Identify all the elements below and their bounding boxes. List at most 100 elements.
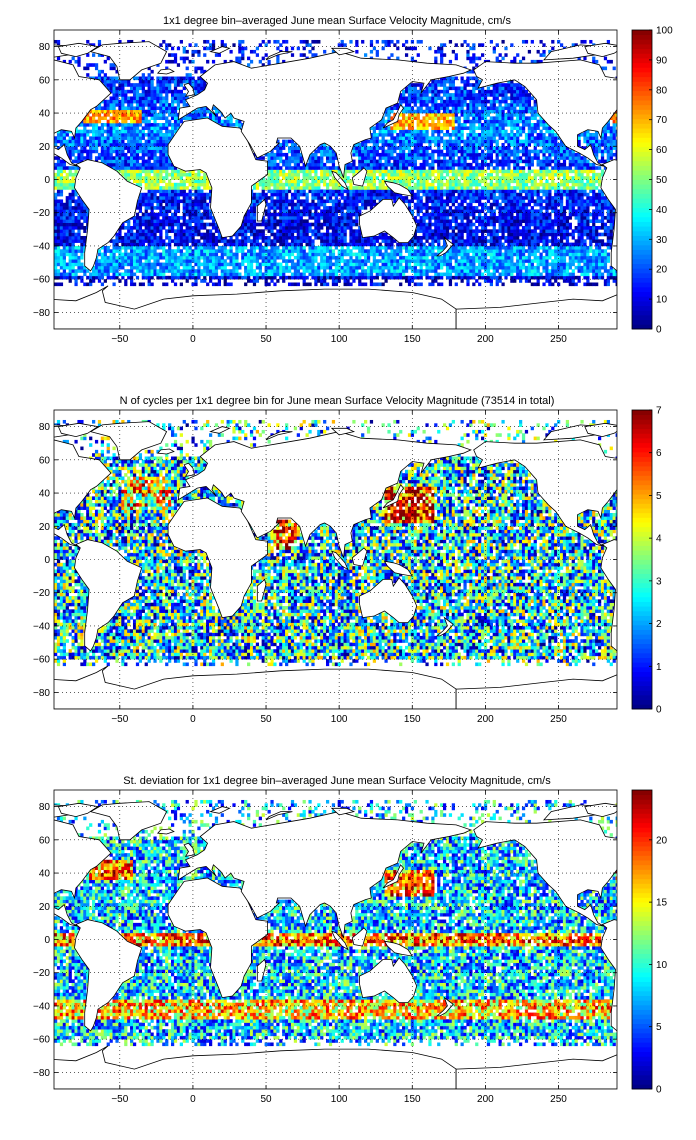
heatmap-cell xyxy=(571,235,575,240)
heatmap-cell xyxy=(492,272,496,277)
heatmap-cell xyxy=(156,262,160,267)
heatmap-cell xyxy=(425,232,429,237)
heatmap-cell xyxy=(147,262,151,267)
heatmap-cell xyxy=(241,232,245,237)
heatmap-cell xyxy=(314,282,318,287)
heatmap-cell xyxy=(331,189,336,194)
heatmap-cell xyxy=(138,239,143,243)
heatmap-cell xyxy=(396,176,400,180)
heatmap-cell xyxy=(83,229,87,233)
heatmap-cell xyxy=(296,272,300,277)
heatmap-cell xyxy=(118,235,122,240)
heatmap-cell xyxy=(223,262,227,267)
heatmap-cell xyxy=(334,209,338,214)
heatmap-cell xyxy=(65,172,69,177)
heatmap-cell xyxy=(159,179,163,184)
heatmap-cell xyxy=(349,202,353,207)
heatmap-cell xyxy=(100,245,105,250)
heatmap-cell xyxy=(290,182,295,187)
heatmap-cell xyxy=(498,235,502,240)
heatmap-cell xyxy=(334,199,338,204)
heatmap-cell xyxy=(434,176,438,180)
heatmap-cell xyxy=(527,239,532,243)
heatmap-cell xyxy=(592,232,596,237)
heatmap-cell xyxy=(285,239,289,243)
heatmap-cell xyxy=(273,232,277,237)
heatmap-cell xyxy=(62,265,66,270)
heatmap-cell xyxy=(364,252,368,257)
heatmap-cell xyxy=(197,209,201,214)
heatmap-cell xyxy=(519,176,523,180)
heatmap-cell xyxy=(168,269,172,273)
heatmap-cell xyxy=(211,216,216,220)
heatmap-cell xyxy=(483,229,488,233)
heatmap-cell xyxy=(434,186,438,190)
heatmap-cell xyxy=(94,265,99,270)
heatmap-cell xyxy=(229,239,233,243)
heatmap-cell xyxy=(454,169,458,174)
heatmap-cell xyxy=(176,196,181,200)
heatmap-cell xyxy=(86,282,90,287)
heatmap-cell xyxy=(597,189,602,194)
heatmap-cell xyxy=(147,242,151,247)
heatmap-cell xyxy=(507,182,511,187)
heatmap-cell xyxy=(305,176,309,180)
heatmap-cell xyxy=(404,179,409,184)
heatmap-cell xyxy=(489,186,493,190)
heatmap-cell xyxy=(317,249,321,253)
heatmap-cell xyxy=(331,275,336,280)
heatmap-cell xyxy=(460,216,464,220)
heatmap-cell xyxy=(548,229,552,233)
heatmap-cell xyxy=(264,262,268,267)
heatmap-cell xyxy=(173,176,178,180)
heatmap-cell xyxy=(521,245,526,250)
heatmap-cell xyxy=(536,192,540,197)
heatmap-cell xyxy=(71,262,75,267)
heatmap-cell xyxy=(325,232,330,237)
heatmap-cell xyxy=(562,245,567,250)
heatmap-cell xyxy=(209,186,213,190)
heatmap-cell xyxy=(144,252,148,257)
heatmap-cell xyxy=(501,219,505,223)
heatmap-cell xyxy=(59,222,64,227)
heatmap-cell xyxy=(285,235,289,240)
heatmap-cell xyxy=(554,206,558,210)
heatmap-cell xyxy=(209,235,213,240)
heatmap-cell xyxy=(589,186,593,190)
heatmap-cell xyxy=(305,219,309,223)
heatmap-cell xyxy=(536,222,540,227)
heatmap-cell xyxy=(112,255,116,260)
heatmap-cell xyxy=(437,186,441,190)
heatmap-cell xyxy=(74,189,78,194)
heatmap-cell xyxy=(574,245,578,250)
heatmap-cell xyxy=(296,192,300,197)
heatmap-cell xyxy=(492,275,496,280)
heatmap-cell xyxy=(62,209,66,214)
heatmap-cell xyxy=(334,186,338,190)
heatmap-cell xyxy=(440,202,444,207)
heatmap-cell xyxy=(71,235,75,240)
heatmap-cell xyxy=(135,179,140,184)
heatmap-cell xyxy=(425,245,429,250)
heatmap-cell xyxy=(206,179,210,184)
heatmap-cell xyxy=(489,189,493,194)
heatmap-cell xyxy=(279,222,283,227)
heatmap-cell xyxy=(290,265,295,270)
heatmap-cell xyxy=(112,262,116,267)
heatmap-cell xyxy=(194,222,198,227)
heatmap-cell xyxy=(504,229,508,233)
heatmap-cell xyxy=(574,229,578,233)
heatmap-cell xyxy=(519,239,523,243)
heatmap-cell xyxy=(489,255,493,260)
heatmap-cell xyxy=(390,169,394,174)
heatmap-cell xyxy=(492,186,496,190)
heatmap-cell xyxy=(589,199,593,204)
heatmap-cell xyxy=(454,176,458,180)
heatmap-cell xyxy=(592,176,596,180)
heatmap-cell xyxy=(77,166,81,170)
heatmap-cell xyxy=(115,239,119,243)
heatmap-cell xyxy=(574,196,578,200)
heatmap-cell xyxy=(419,229,423,233)
heatmap-cell xyxy=(305,222,309,227)
heatmap-cell xyxy=(179,176,183,180)
